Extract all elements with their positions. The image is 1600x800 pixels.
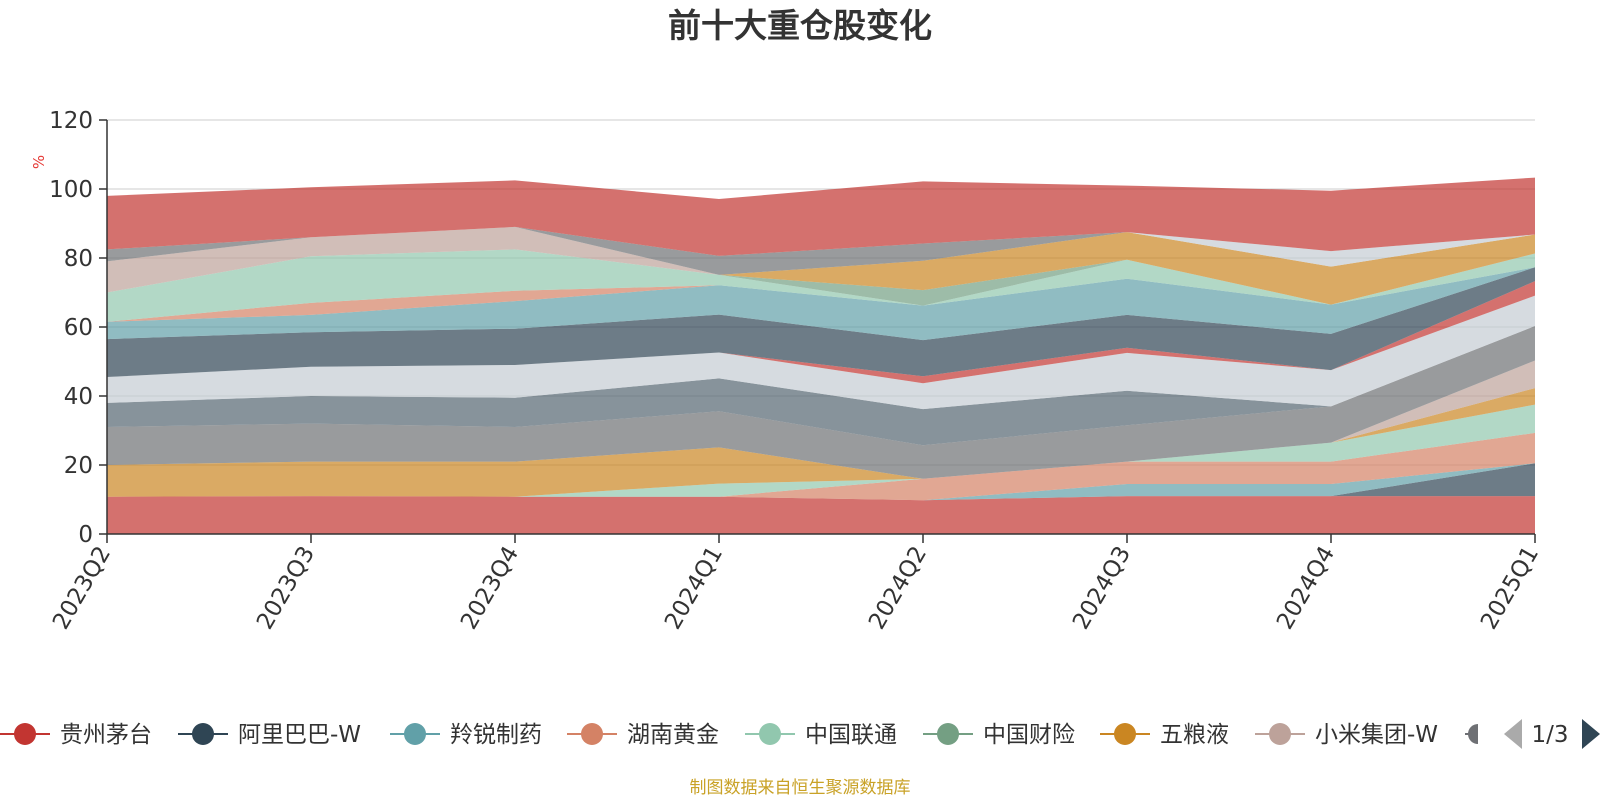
legend-label: 贵州茅台: [60, 722, 152, 748]
legend-label: 湖南黄金: [627, 722, 719, 748]
legend-circle-icon: [192, 723, 214, 745]
legend: 贵州茅台 阿里巴巴-W 羚锐制药 湖南黄金 中国联通 中国财险 五粮液 小米集团-W: [0, 722, 1478, 748]
area-series-1: [107, 496, 1535, 534]
legend-item-truncated[interactable]: [1465, 724, 1478, 744]
legend-next-arrow-icon[interactable]: [1582, 719, 1600, 749]
legend-item[interactable]: 五粮液: [1100, 722, 1229, 748]
legend-label: 中国联通: [805, 722, 897, 748]
legend-item[interactable]: 羚锐制药: [390, 722, 542, 748]
y-tick-label: 120: [49, 108, 93, 134]
y-axis-label: %: [30, 155, 48, 169]
legend-item[interactable]: 中国联通: [745, 722, 897, 748]
legend-circle-icon: [1269, 723, 1291, 745]
legend-prev-arrow-icon[interactable]: [1504, 719, 1522, 749]
area-series-18: [107, 232, 1535, 305]
area-series-7: [107, 388, 1535, 497]
x-tick-label: 2023Q4: [456, 542, 524, 634]
y-tick-label: 20: [64, 453, 93, 479]
y-tick-label: 0: [78, 522, 93, 548]
area-series-10: [107, 326, 1535, 446]
area-series-4: [107, 432, 1535, 501]
y-tick-label: 60: [64, 315, 93, 341]
legend-item[interactable]: 中国财险: [923, 722, 1075, 748]
legend-label: 五粮液: [1160, 722, 1229, 748]
legend-pager: 1/3: [1504, 719, 1600, 749]
legend-circle-icon: [581, 723, 603, 745]
area-series-13: [107, 267, 1535, 377]
legend-item[interactable]: 阿里巴巴-W: [178, 722, 361, 748]
legend-circle-icon: [1114, 723, 1136, 745]
legend-item[interactable]: 湖南黄金: [567, 722, 719, 748]
y-tick-label: 80: [64, 246, 93, 272]
chart-title: 前十大重仓股变化: [668, 6, 932, 45]
x-tick-label: 2023Q2: [48, 542, 116, 634]
legend-page-indicator: 1/3: [1531, 722, 1568, 748]
area-series-20: [107, 226, 1535, 275]
legend-circle-icon: [759, 723, 781, 745]
area-series-5: [107, 404, 1535, 497]
x-tick-label: 2023Q3: [252, 542, 320, 634]
legend-label: 羚锐制药: [450, 722, 542, 748]
legend-label: 小米集团-W: [1315, 722, 1438, 748]
legend-item[interactable]: 小米集团-W: [1255, 722, 1438, 748]
legend-item[interactable]: 贵州茅台: [0, 722, 152, 748]
area-series-21: [107, 226, 1535, 267]
y-tick-label: 100: [49, 177, 93, 203]
area-series-15: [107, 267, 1535, 322]
x-tick-label: 2024Q1: [660, 542, 728, 634]
source-note: 制图数据来自恒生聚源数据库: [689, 778, 911, 798]
y-tick-label: 40: [64, 384, 93, 410]
legend-circle-icon: [14, 723, 36, 745]
legend-circle-icon: [404, 723, 426, 745]
area-series: [107, 177, 1535, 534]
area-series-3: [107, 463, 1535, 501]
legend-circle-icon: [1468, 724, 1478, 744]
legend-label: 阿里巴巴-W: [238, 722, 361, 748]
area-series-22: [107, 177, 1535, 256]
area-series-19: [107, 226, 1535, 293]
x-tick-label: 2024Q4: [1272, 542, 1340, 634]
x-axis-ticks: 2023Q2 2023Q3 2023Q4 2024Q1 2024Q2 2024Q3 2024…: [48, 534, 1544, 634]
y-axis-ticks: 0 20 40 60 80 100 120: [49, 108, 107, 548]
legend-circle-icon: [937, 723, 959, 745]
x-tick-label: 2024Q3: [1068, 542, 1136, 634]
area-series-9: [107, 326, 1535, 479]
x-tick-label: 2024Q2: [864, 542, 932, 634]
area-series-14: [107, 267, 1535, 341]
area-series-16: [107, 249, 1535, 322]
x-tick-label: 2025Q1: [1476, 542, 1544, 634]
area-series-11: [107, 295, 1535, 410]
legend-label: 中国财险: [983, 722, 1075, 748]
